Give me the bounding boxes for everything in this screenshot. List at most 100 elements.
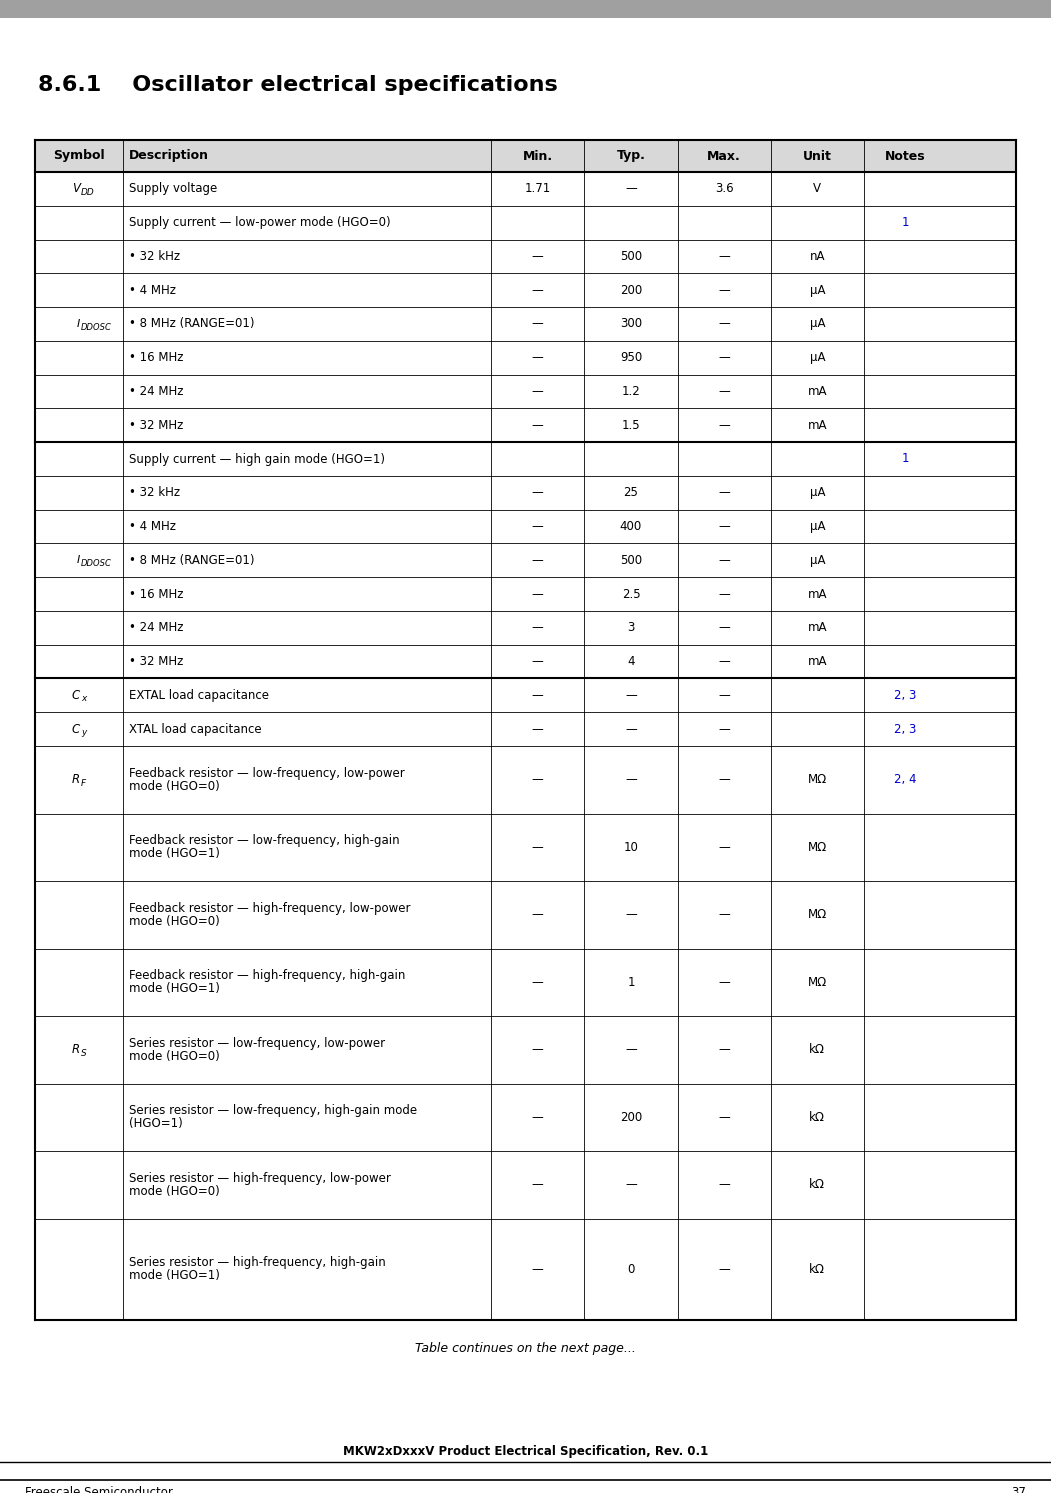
Text: mode (HGO=0): mode (HGO=0) xyxy=(129,1050,220,1063)
Text: 0: 0 xyxy=(627,1263,635,1277)
Text: 10: 10 xyxy=(623,841,638,854)
Text: • 8 MHz (RANGE=01): • 8 MHz (RANGE=01) xyxy=(129,318,254,330)
Text: 8.6.1    Oscillator electrical specifications: 8.6.1 Oscillator electrical specificatio… xyxy=(38,75,558,96)
Text: 2, 4: 2, 4 xyxy=(894,773,916,787)
Text: kΩ: kΩ xyxy=(809,1263,825,1277)
Text: —: — xyxy=(625,908,637,921)
Text: 500: 500 xyxy=(620,554,642,567)
Bar xyxy=(35,140,1016,172)
Text: mode (HGO=1): mode (HGO=1) xyxy=(129,848,220,860)
Text: • 16 MHz: • 16 MHz xyxy=(129,588,184,600)
Text: —: — xyxy=(532,841,543,854)
Text: —: — xyxy=(532,655,543,667)
Text: F: F xyxy=(81,779,86,788)
Text: —: — xyxy=(625,773,637,787)
Text: μA: μA xyxy=(809,284,825,297)
Text: 200: 200 xyxy=(620,284,642,297)
Text: —: — xyxy=(625,723,637,736)
Text: Freescale Semiconductor: Freescale Semiconductor xyxy=(25,1486,172,1493)
Text: XTAL load capacitance: XTAL load capacitance xyxy=(129,723,262,736)
Text: —: — xyxy=(718,655,730,667)
Text: 37: 37 xyxy=(1011,1486,1026,1493)
Text: —: — xyxy=(532,418,543,431)
Text: —: — xyxy=(718,841,730,854)
Text: —: — xyxy=(718,1044,730,1057)
Text: V: V xyxy=(813,182,821,196)
Text: Series resistor — high-frequency, high-gain: Series resistor — high-frequency, high-g… xyxy=(129,1256,386,1269)
Text: kΩ: kΩ xyxy=(809,1178,825,1191)
Text: —: — xyxy=(718,418,730,431)
Text: Supply current — high gain mode (HGO=1): Supply current — high gain mode (HGO=1) xyxy=(129,452,386,466)
Text: • 24 MHz: • 24 MHz xyxy=(129,621,184,635)
Text: Description: Description xyxy=(129,149,209,163)
Text: —: — xyxy=(718,284,730,297)
Text: 1.71: 1.71 xyxy=(524,182,551,196)
Text: 2, 3: 2, 3 xyxy=(894,688,916,702)
Text: 400: 400 xyxy=(620,520,642,533)
Text: 1: 1 xyxy=(627,976,635,988)
Text: 1: 1 xyxy=(902,452,909,466)
Text: —: — xyxy=(532,520,543,533)
Text: —: — xyxy=(718,621,730,635)
Text: Feedback resistor — low-frequency, low-power: Feedback resistor — low-frequency, low-p… xyxy=(129,767,405,779)
Text: • 32 kHz: • 32 kHz xyxy=(129,249,181,263)
Text: mA: mA xyxy=(807,655,827,667)
Text: —: — xyxy=(532,318,543,330)
Text: —: — xyxy=(532,1111,543,1124)
Text: 300: 300 xyxy=(620,318,642,330)
Text: —: — xyxy=(718,588,730,600)
Text: 2.5: 2.5 xyxy=(621,588,640,600)
Text: —: — xyxy=(718,1263,730,1277)
Text: —: — xyxy=(718,773,730,787)
Text: Series resistor — low-frequency, high-gain mode: Series resistor — low-frequency, high-ga… xyxy=(129,1105,417,1117)
Text: kΩ: kΩ xyxy=(809,1044,825,1057)
Text: Feedback resistor — high-frequency, high-gain: Feedback resistor — high-frequency, high… xyxy=(129,969,406,982)
Text: μA: μA xyxy=(809,487,825,499)
Text: —: — xyxy=(532,351,543,364)
Text: y: y xyxy=(81,729,86,738)
Text: —: — xyxy=(625,1178,637,1191)
Text: mA: mA xyxy=(807,621,827,635)
Text: nA: nA xyxy=(809,249,825,263)
Text: Supply voltage: Supply voltage xyxy=(129,182,218,196)
Text: I: I xyxy=(77,320,80,328)
Text: Symbol: Symbol xyxy=(54,149,105,163)
Text: 200: 200 xyxy=(620,1111,642,1124)
Text: —: — xyxy=(718,318,730,330)
Text: • 4 MHz: • 4 MHz xyxy=(129,520,177,533)
Text: —: — xyxy=(718,351,730,364)
Text: —: — xyxy=(625,688,637,702)
Text: Feedback resistor — high-frequency, low-power: Feedback resistor — high-frequency, low-… xyxy=(129,902,411,915)
Text: —: — xyxy=(532,249,543,263)
Text: —: — xyxy=(718,1111,730,1124)
Text: I: I xyxy=(77,555,80,566)
Text: (HGO=1): (HGO=1) xyxy=(129,1117,183,1130)
Text: MΩ: MΩ xyxy=(808,841,827,854)
Text: 2, 3: 2, 3 xyxy=(894,723,916,736)
Text: —: — xyxy=(625,182,637,196)
Text: x: x xyxy=(81,694,86,703)
Text: Min.: Min. xyxy=(522,149,553,163)
Text: —: — xyxy=(532,1044,543,1057)
Text: EXTAL load capacitance: EXTAL load capacitance xyxy=(129,688,269,702)
Text: —: — xyxy=(718,385,730,399)
Text: Series resistor — high-frequency, low-power: Series resistor — high-frequency, low-po… xyxy=(129,1172,391,1185)
Text: —: — xyxy=(625,1044,637,1057)
Text: —: — xyxy=(718,1178,730,1191)
Text: • 8 MHz (RANGE=01): • 8 MHz (RANGE=01) xyxy=(129,554,254,567)
Text: mode (HGO=0): mode (HGO=0) xyxy=(129,779,220,793)
Text: —: — xyxy=(718,976,730,988)
Text: —: — xyxy=(718,487,730,499)
Text: —: — xyxy=(532,385,543,399)
Text: mode (HGO=1): mode (HGO=1) xyxy=(129,982,220,996)
Text: V: V xyxy=(73,182,80,196)
Text: —: — xyxy=(532,487,543,499)
Text: Notes: Notes xyxy=(885,149,926,163)
Text: • 32 MHz: • 32 MHz xyxy=(129,418,184,431)
Text: —: — xyxy=(532,554,543,567)
Text: S: S xyxy=(81,1048,87,1057)
Text: • 4 MHz: • 4 MHz xyxy=(129,284,177,297)
Text: μA: μA xyxy=(809,520,825,533)
Text: mode (HGO=0): mode (HGO=0) xyxy=(129,915,220,927)
Text: —: — xyxy=(532,1178,543,1191)
